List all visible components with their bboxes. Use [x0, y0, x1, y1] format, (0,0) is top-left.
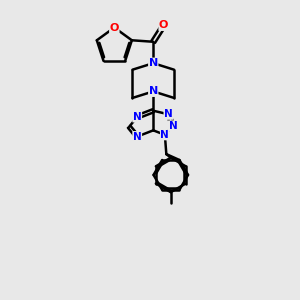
Text: N: N — [133, 132, 142, 142]
Text: N: N — [133, 112, 142, 122]
Text: N: N — [164, 109, 173, 119]
Text: N: N — [169, 121, 177, 131]
Text: O: O — [159, 20, 168, 30]
Text: N: N — [148, 86, 158, 96]
Text: O: O — [110, 22, 119, 32]
Text: N: N — [148, 58, 158, 68]
Text: N: N — [160, 130, 169, 140]
